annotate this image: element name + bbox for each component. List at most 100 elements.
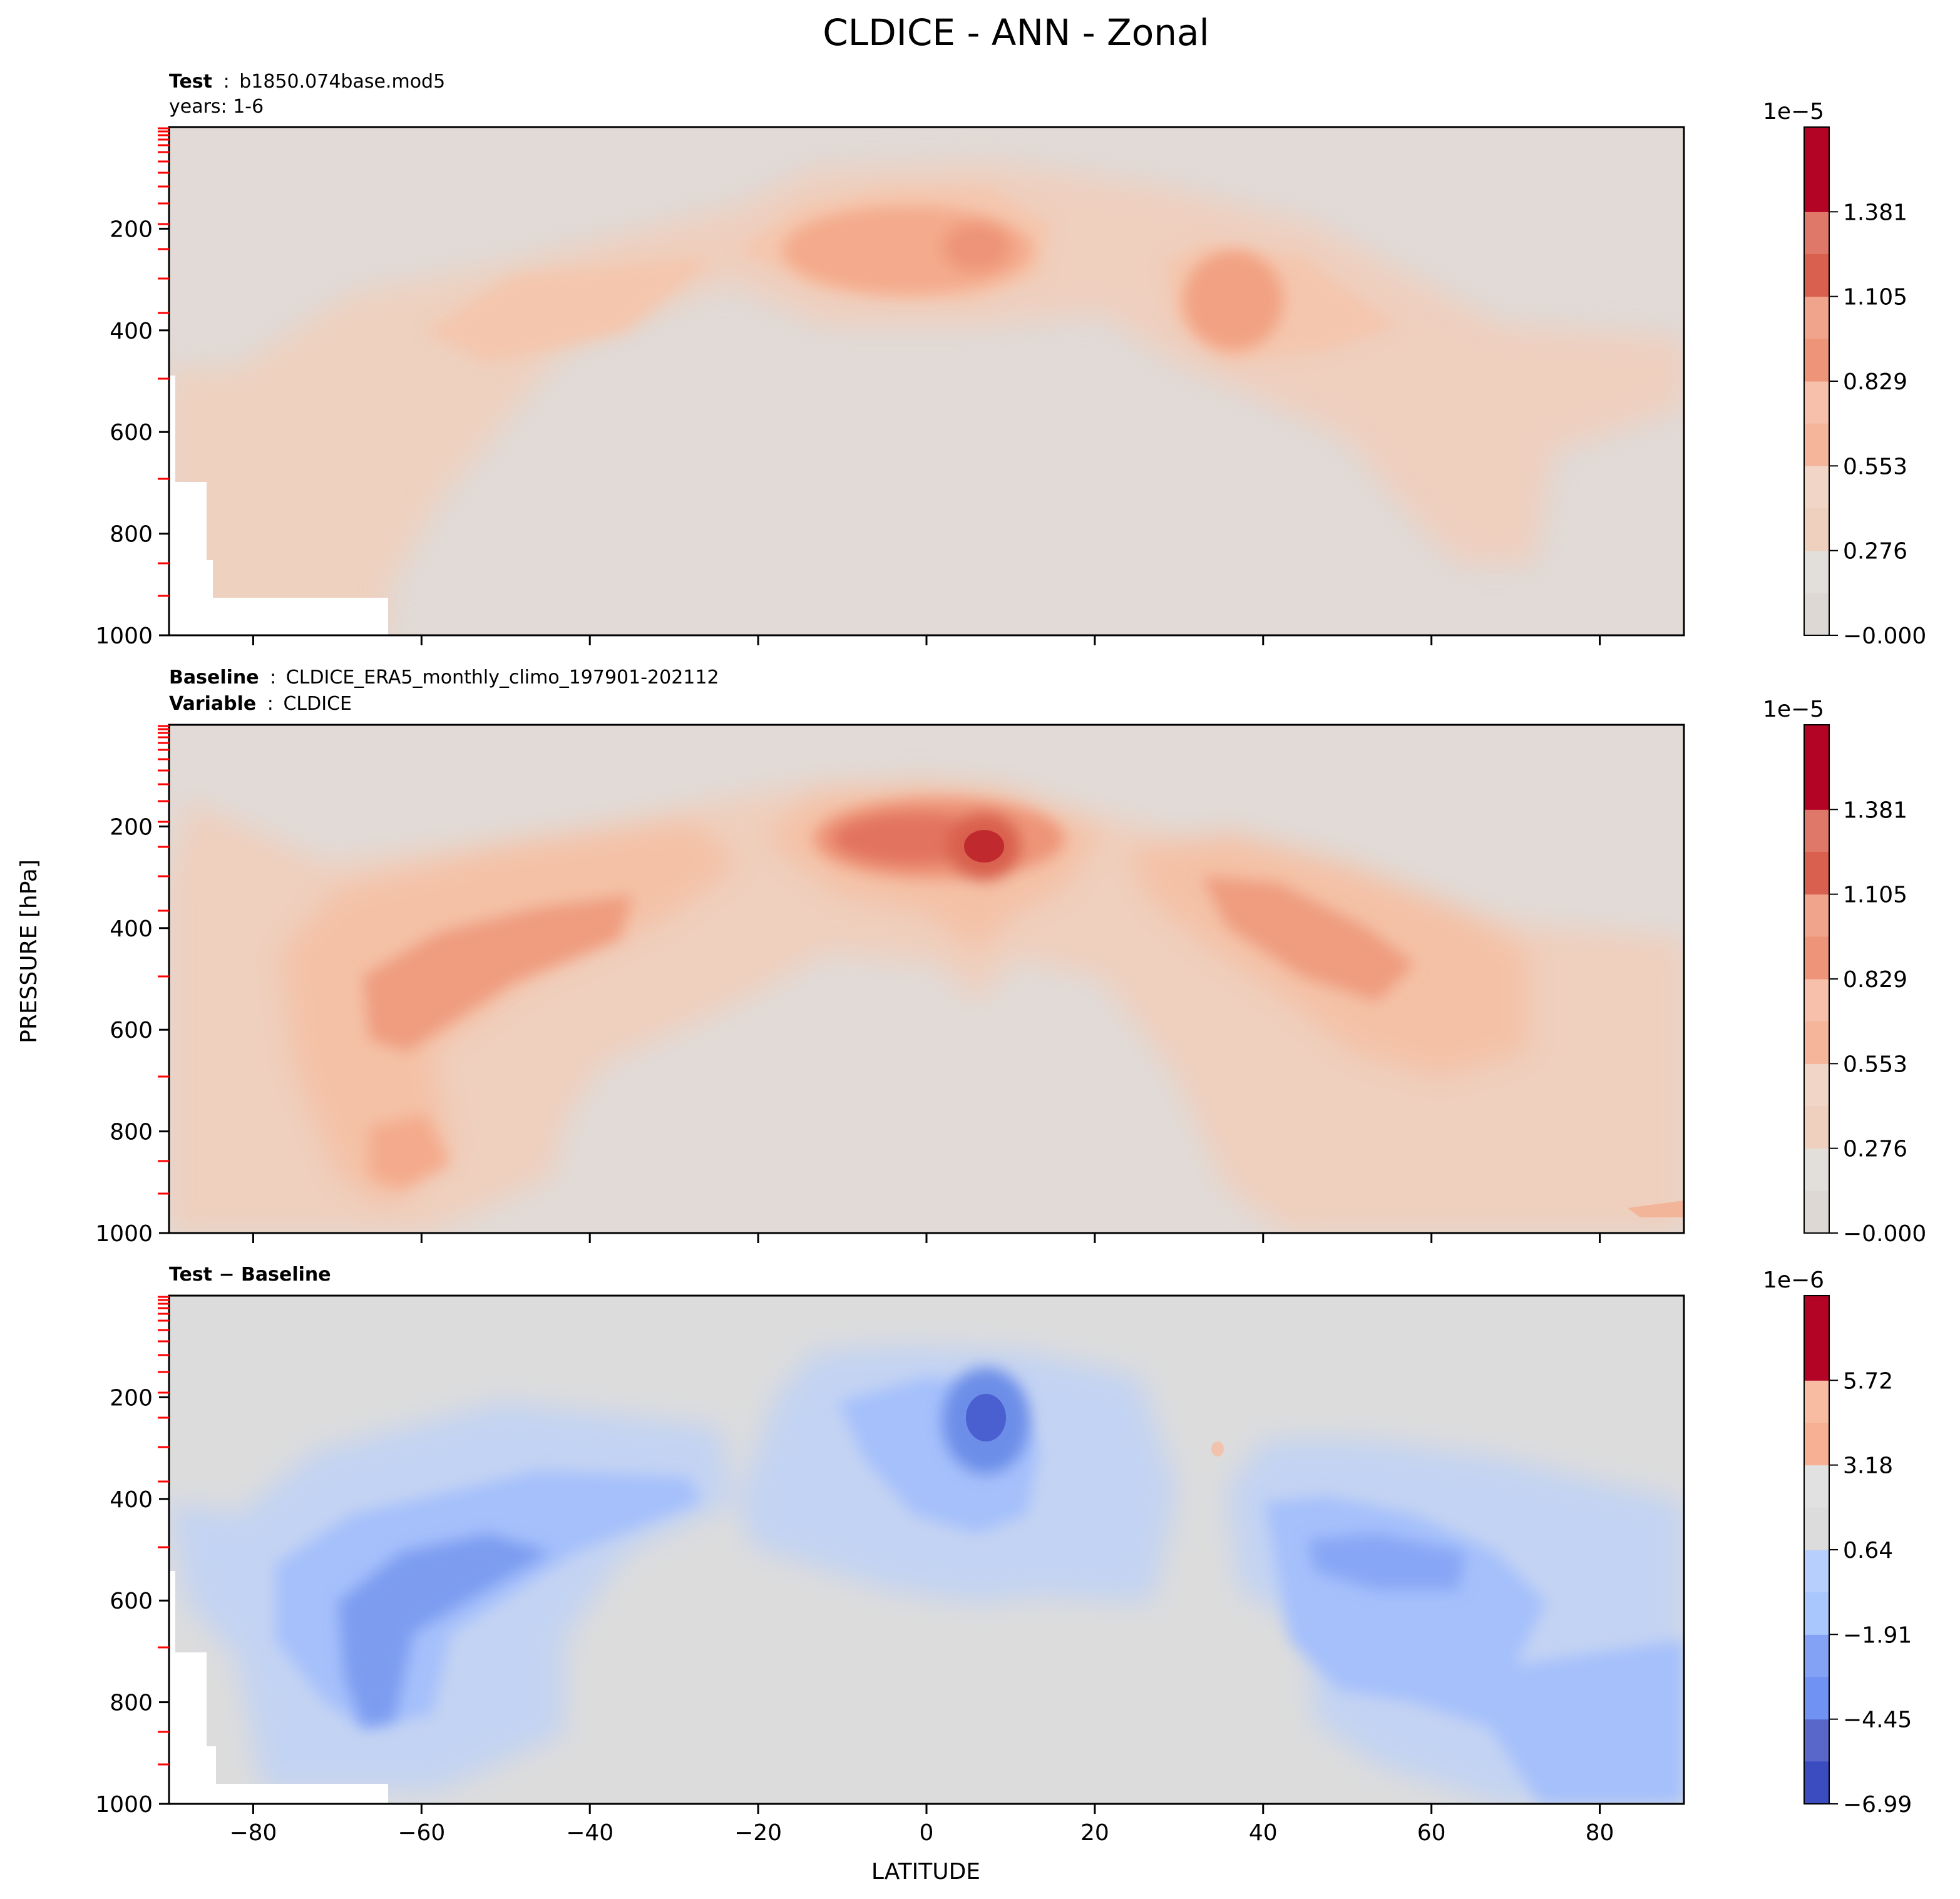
colorbar-segment [1804, 1296, 1829, 1339]
colorbar-segment [1804, 1465, 1829, 1508]
colorbar-segment [1804, 1550, 1829, 1593]
colorbar-test-segments [1804, 127, 1829, 636]
colorbar-segment [1804, 894, 1829, 937]
y-tick-label: 1000 [95, 1221, 153, 1247]
colorbar-tick-label: 5.72 [1843, 1368, 1893, 1394]
panel-baseline-caption-label: Baseline [169, 667, 259, 688]
colorbar-tick-label: 0.276 [1843, 539, 1907, 565]
colorbar-tick-label: −4.45 [1843, 1707, 1912, 1733]
colorbar-segment [1804, 1719, 1829, 1762]
colorbar-segment [1804, 1592, 1829, 1635]
x-tick-label: 80 [1586, 1820, 1614, 1846]
panel-baseline-caption-value: CLDICE_ERA5_monthly_climo_197901-202112 [286, 667, 719, 688]
x-tick-label: 60 [1417, 1820, 1446, 1846]
y-tick-label: 200 [110, 1385, 153, 1411]
baseline-surface-north [1628, 1200, 1684, 1217]
colorbar-segment [1804, 339, 1829, 382]
diff-north-core [1308, 1533, 1465, 1590]
colorbar-segment [1804, 979, 1829, 1022]
baseline-north-core [1202, 876, 1415, 1001]
colorbar-difference: 1e−6 −6.99 −4.45 −1.91 0.64 3.18 5.72 [1763, 1267, 1912, 1818]
colorbar-segment [1804, 1063, 1829, 1107]
baseline-tropical-max [964, 830, 1004, 862]
panel-test-caption-line2: years: 1-6 [169, 96, 264, 118]
colorbar-difference-ticks: −6.99 −4.45 −1.91 0.64 3.18 5.72 [1829, 1368, 1912, 1818]
panel-baseline-variable-value: CLDICE [283, 693, 352, 715]
panel-test-caption-line1: Test : b1850.074base.mod5 [169, 71, 445, 93]
panel-baseline-caption-line1: Baseline : CLDICE_ERA5_monthly_climo_197… [169, 667, 719, 688]
x-axis-label: LATITUDE [871, 1859, 980, 1885]
colorbar-baseline-exponent: 1e−5 [1763, 697, 1824, 722]
colorbar-segment [1804, 936, 1829, 980]
panel-baseline: Baseline : CLDICE_ERA5_monthly_climo_197… [95, 667, 1685, 1247]
colorbar-segment [1804, 466, 1829, 509]
panel-baseline-x-ticks [252, 1233, 1601, 1243]
colorbar-tick-label: 1.105 [1843, 285, 1907, 310]
panel-difference-x-ticks: −80 −60 −40 −20 0 20 40 60 80 [229, 1804, 1614, 1846]
colorbar-test-exponent: 1e−5 [1763, 99, 1824, 125]
y-tick-label: 800 [110, 1691, 153, 1716]
colorbar-segment [1804, 550, 1829, 593]
x-tick-label: −60 [398, 1820, 445, 1846]
colorbar-baseline: 1e−5 −0.000 0.276 0.553 0.829 1.105 1.381 [1763, 697, 1926, 1247]
colorbar-segment [1804, 1106, 1829, 1149]
colorbar-tick-label: −0.000 [1843, 623, 1926, 649]
colorbar-tick-label: −6.99 [1843, 1792, 1912, 1818]
colorbar-segment [1804, 809, 1829, 852]
colorbar-baseline-ticks: −0.000 0.276 0.553 0.829 1.105 1.381 [1829, 797, 1926, 1247]
y-tick-label: 800 [110, 1120, 153, 1145]
test-missing-region [169, 376, 388, 635]
panel-test-model-levels [158, 127, 169, 597]
panel-difference: Test − Baseline [95, 1264, 1685, 1846]
test-blob-south [426, 257, 714, 363]
colorbar-segment [1804, 767, 1829, 810]
colorbar-tick-label: 3.18 [1843, 1453, 1893, 1479]
colorbar-segment [1804, 1190, 1829, 1234]
panel-test-caption-value: b1850.074base.mod5 [239, 71, 445, 93]
colorbar-tick-label: −0.000 [1843, 1221, 1926, 1247]
panel-test-y-ticks: 200 400 600 800 1000 [95, 217, 169, 649]
colorbar-segment [1804, 1021, 1829, 1064]
panel-baseline-caption-sep: : [270, 667, 276, 688]
panel-baseline-caption-line2: Variable : CLDICE [169, 693, 352, 715]
y-axis-label: PRESSURE [hPa] [16, 859, 42, 1043]
colorbar-segment [1804, 852, 1829, 895]
x-tick-label: −40 [566, 1820, 613, 1846]
colorbar-test-ticks: −0.000 0.276 0.553 0.829 1.105 1.381 [1829, 200, 1926, 649]
panel-test-caption-label: Test [169, 71, 212, 93]
diff-positive-spot [1211, 1441, 1224, 1456]
y-tick-label: 400 [110, 319, 153, 344]
panel-difference-model-levels [158, 1296, 169, 1766]
panel-baseline-model-levels [158, 725, 169, 1195]
panel-baseline-variable-sep: : [267, 693, 274, 715]
y-tick-label: 200 [110, 814, 153, 840]
x-tick-label: 20 [1080, 1820, 1109, 1846]
diff-missing-region [169, 1571, 388, 1804]
colorbar-difference-segments [1804, 1296, 1829, 1804]
colorbar-segment [1804, 508, 1829, 551]
colorbar-segment [1804, 1380, 1829, 1423]
colorbar-segment [1804, 1507, 1829, 1550]
colorbar-tick-label: 0.829 [1843, 369, 1907, 395]
panel-baseline-plot [169, 725, 1684, 1233]
colorbar-difference-exponent: 1e−6 [1763, 1267, 1824, 1293]
colorbar-segment [1804, 212, 1829, 255]
colorbar-segment [1804, 1634, 1829, 1677]
colorbar-segment [1804, 1338, 1829, 1381]
colorbar-segment [1804, 423, 1829, 466]
panel-difference-caption: Test − Baseline [169, 1264, 331, 1286]
y-tick-label: 1000 [95, 1792, 153, 1818]
x-tick-label: 0 [920, 1820, 934, 1846]
panel-baseline-variable-label: Variable [169, 693, 256, 715]
panel-test-caption-sep: : [223, 71, 230, 93]
panel-difference-plot [169, 1296, 1684, 1804]
colorbar-segment [1804, 1761, 1829, 1804]
panel-baseline-y-ticks: 200 400 600 800 1000 [95, 814, 169, 1247]
colorbar-segment [1804, 1148, 1829, 1191]
colorbar-segment [1804, 254, 1829, 297]
colorbar-tick-label: 0.64 [1843, 1538, 1893, 1564]
x-tick-label: 40 [1249, 1820, 1278, 1846]
colorbar-tick-label: 0.276 [1843, 1137, 1907, 1162]
y-tick-label: 600 [110, 1589, 153, 1614]
